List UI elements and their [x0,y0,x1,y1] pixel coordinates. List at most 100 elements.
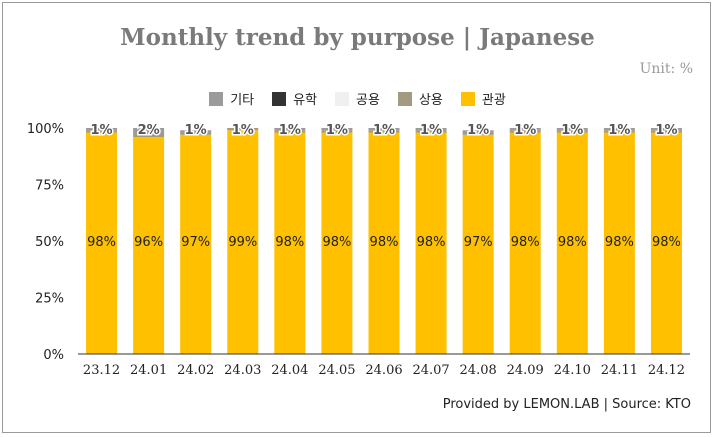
data-label-tourism: 98% [370,235,399,250]
legend-item-business: 상용 [397,89,443,108]
bar-segment [368,132,400,354]
data-label-business: 2% [138,123,160,138]
data-label-business: 1% [655,123,677,138]
bar-segment [368,128,400,131]
bar-segment [180,132,212,135]
bar-segment [509,132,541,354]
legend-swatch-business [397,91,412,106]
chart-frame [2,2,711,433]
bar-segment [227,130,259,354]
data-label-business: 1% [467,123,489,138]
bar-segment [603,130,635,133]
bar-segment [321,132,353,354]
bar-segment [321,128,353,131]
bar-segment [274,132,306,354]
bar-segment [462,134,494,354]
data-label-tourism: 98% [558,235,587,250]
legend-swatch-tourism [460,91,475,106]
legend-label-tourism: 관광 [481,93,506,108]
bar-segment [133,132,165,138]
x-tick-label: 23.12 [83,363,120,378]
chart-title: Monthly trend by purpose | Japanese [120,24,595,51]
x-tick-label: 24.12 [648,363,685,378]
bar-segment [603,132,635,354]
data-label-tourism: 98% [322,235,351,250]
data-label-tourism: 97% [464,235,493,250]
legend-item-official: 공용 [335,89,380,108]
legend-label-etc: 기타 [230,93,255,108]
x-tick-label: 24.08 [460,363,497,378]
bar-segment [180,130,212,133]
data-label-business: 1% [420,123,442,138]
data-label-business: 1% [90,123,112,138]
bar-segment [509,128,541,131]
bar-segment [321,130,353,133]
bar-segment [556,128,588,131]
x-tick-label: 24.07 [412,363,449,378]
x-tick-label: 24.03 [224,363,261,378]
data-label-business: 1% [561,123,583,138]
bar-segment [227,128,259,131]
bar-segment [462,132,494,135]
bar-segment [650,132,682,354]
legend: 기타 유학 공용 상용 관광 [0,89,715,108]
x-tick-label: 24.09 [507,363,544,378]
data-label-tourism: 98% [87,235,116,250]
bar-segment [86,130,118,133]
y-tick-label: 50% [35,235,64,250]
legend-label-official: 공용 [356,93,380,108]
bar-segment [556,132,588,354]
data-label-tourism: 98% [605,235,634,250]
data-label-business: 1% [326,123,348,138]
data-label-tourism: 99% [228,235,257,250]
x-tick-label: 24.06 [365,363,402,378]
x-tick-label: 24.10 [554,363,591,378]
data-label-business: 1% [608,123,630,138]
bar-segment [650,130,682,133]
bar-segment [650,128,682,131]
legend-item-tourism: 관광 [460,89,506,108]
x-tick-label: 24.05 [318,363,355,378]
data-label-tourism: 97% [181,235,210,250]
data-label-tourism: 98% [652,235,681,250]
legend-label-study: 유학 [293,93,318,108]
bar-segment [368,130,400,133]
bar-segment [274,128,306,131]
bar-segment [415,128,447,131]
bar-segment [180,134,212,354]
x-tick-label: 24.02 [177,363,214,378]
bar-segment [86,132,118,354]
legend-label-business: 상용 [418,93,443,108]
bar-segment [556,130,588,133]
bar-segment [86,128,118,131]
y-tick-label: 75% [35,179,64,194]
legend-swatch-study [272,91,287,106]
data-label-tourism: 98% [511,235,540,250]
bar-segment [415,130,447,133]
y-tick-label: 0% [43,348,64,363]
bar-segment [509,130,541,133]
bar-segment [274,130,306,133]
data-label-business: 1% [279,123,301,138]
bar-segment [133,128,165,133]
legend-swatch-etc [209,91,224,106]
data-label-tourism: 96% [134,235,163,250]
data-label-business: 1% [232,123,254,138]
bar-segment [603,128,635,131]
data-label-business: 1% [514,123,536,138]
bar-segment [133,137,165,354]
y-tick-label: 100% [27,122,64,137]
data-label-tourism: 98% [275,235,304,250]
credit-text: Provided by LEMON.LAB | Source: KTO [442,397,691,412]
legend-item-study: 유학 [272,89,317,108]
unit-label: Unit: % [639,61,693,77]
x-tick-label: 24.04 [271,363,308,378]
data-label-business: 1% [373,123,395,138]
x-tick-label: 24.11 [601,363,638,378]
x-tick-label: 24.01 [130,363,167,378]
data-label-business: 1% [185,123,207,138]
y-tick-label: 25% [35,292,64,307]
bar-segment [462,130,494,133]
bar-segment [415,132,447,354]
